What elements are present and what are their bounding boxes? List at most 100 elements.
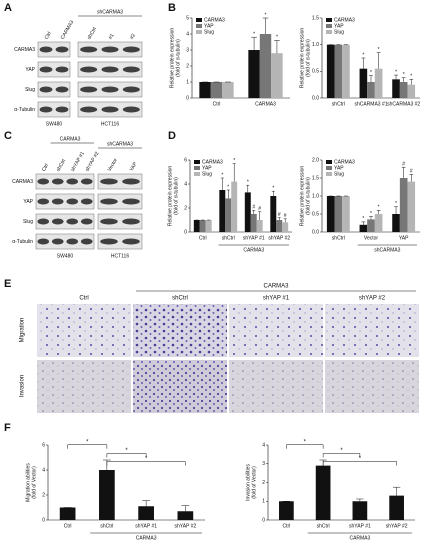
y-tick-label: 0 bbox=[42, 517, 45, 523]
row-label: Migration bbox=[20, 318, 26, 343]
x-tick-label: shCtrl bbox=[317, 523, 330, 529]
bar bbox=[326, 44, 335, 98]
y-tick-label: 1.5 bbox=[312, 15, 319, 21]
lane-label: shYAP #2 bbox=[84, 151, 100, 173]
bar bbox=[199, 220, 206, 232]
blot-band bbox=[66, 238, 79, 245]
annotation: * bbox=[362, 52, 364, 58]
bar bbox=[244, 192, 251, 232]
legend-swatch bbox=[326, 172, 332, 176]
bar bbox=[367, 219, 375, 232]
column-label: shCtrl bbox=[172, 296, 188, 302]
group-label: CARMA3 bbox=[263, 284, 289, 290]
y-tick-label: 0.0 bbox=[312, 95, 319, 101]
y-axis-label: Relative protein expression bbox=[169, 28, 175, 89]
blot-box bbox=[37, 81, 71, 98]
bar bbox=[177, 511, 194, 520]
annotation: * bbox=[403, 72, 405, 78]
row-label: Invasion bbox=[20, 375, 26, 397]
blot-band bbox=[55, 66, 69, 73]
blot-band bbox=[55, 86, 69, 93]
annotation: * bbox=[370, 211, 372, 217]
significance-label: * bbox=[340, 448, 343, 454]
bar bbox=[210, 82, 223, 98]
legend-swatch bbox=[326, 160, 332, 164]
blot-box bbox=[37, 41, 71, 58]
x-tick-label: Ctrl bbox=[199, 235, 207, 241]
y-tick-label: 0.5 bbox=[312, 211, 319, 217]
y-tick-label: 2.0 bbox=[312, 157, 319, 163]
panel-label: E bbox=[4, 278, 11, 290]
lane-label: YAP bbox=[129, 161, 139, 173]
blot-band bbox=[122, 218, 140, 225]
annotation: * bbox=[227, 184, 229, 190]
group-label: CARMA3 bbox=[60, 136, 81, 142]
annotation: # bbox=[252, 205, 255, 211]
legend-swatch bbox=[326, 30, 332, 34]
blot-box bbox=[97, 233, 143, 250]
bar bbox=[407, 181, 416, 232]
y-axis-label: Invasion abilities bbox=[245, 464, 251, 501]
group-label: CARMA3 bbox=[243, 247, 264, 253]
x-tick-label: Ctrl bbox=[213, 101, 221, 107]
blot-band bbox=[100, 238, 118, 245]
blot-band bbox=[100, 178, 118, 185]
y-tick-label: 2 bbox=[42, 492, 45, 498]
x-tick-label: shCtrl bbox=[332, 235, 345, 241]
y-tick-label: 4 bbox=[262, 442, 265, 448]
lane-label: Ctrl bbox=[41, 163, 50, 173]
bar bbox=[399, 178, 408, 232]
blot-band bbox=[122, 198, 140, 205]
bar bbox=[250, 214, 257, 232]
bar bbox=[193, 220, 200, 232]
blot-band bbox=[37, 198, 50, 205]
significance-bracket bbox=[106, 453, 147, 458]
bar bbox=[138, 506, 154, 520]
y-tick-label: 6 bbox=[184, 157, 187, 163]
blot-row-label: Slug bbox=[23, 219, 33, 225]
blot-band bbox=[122, 238, 140, 245]
bar bbox=[279, 501, 294, 520]
blot-band bbox=[80, 198, 93, 205]
panel-label: F bbox=[4, 422, 11, 434]
legend-label: CARMA3 bbox=[204, 17, 225, 23]
legend-swatch bbox=[194, 166, 200, 170]
significance-label: * bbox=[359, 456, 362, 462]
lane-label: Ctrl bbox=[44, 31, 53, 41]
annotation: * bbox=[221, 172, 223, 178]
significance-label: * bbox=[125, 448, 128, 454]
annotation: * bbox=[272, 186, 274, 192]
blot-band bbox=[122, 46, 140, 53]
bar bbox=[225, 198, 232, 232]
lane-label: Vector bbox=[107, 157, 119, 173]
x-tick-label: YAP bbox=[399, 235, 409, 241]
x-tick-label: shYAP #2 bbox=[174, 523, 196, 529]
bar bbox=[326, 196, 335, 232]
bar bbox=[99, 470, 115, 520]
bar bbox=[352, 501, 368, 520]
blot-row-label: YAP bbox=[25, 67, 35, 73]
y-axis-label: (fold of α-tubulin) bbox=[305, 177, 311, 215]
x-tick-label: Ctrl bbox=[282, 523, 290, 529]
lane-label: #2 bbox=[129, 33, 137, 41]
legend-label: YAP bbox=[202, 165, 212, 171]
legend-swatch bbox=[194, 160, 200, 164]
significance-bracket bbox=[67, 444, 108, 449]
bar bbox=[222, 82, 234, 98]
panel-label: D bbox=[168, 130, 176, 142]
bar bbox=[334, 196, 343, 232]
lane-label: shCtrl bbox=[55, 158, 67, 172]
blot-band bbox=[39, 46, 53, 53]
lane-label: shCtrl bbox=[86, 26, 98, 40]
bar bbox=[392, 214, 400, 232]
blot-box bbox=[97, 213, 143, 230]
blot-band bbox=[101, 46, 119, 53]
bar bbox=[259, 34, 272, 98]
blot-band bbox=[51, 238, 64, 245]
bar bbox=[248, 50, 260, 98]
legend-swatch bbox=[326, 24, 332, 28]
x-tick-label: shYAP #1 bbox=[135, 523, 157, 529]
y-tick-label: 0.0 bbox=[312, 229, 319, 235]
significance-label: * bbox=[86, 439, 89, 445]
micrograph bbox=[37, 304, 131, 357]
